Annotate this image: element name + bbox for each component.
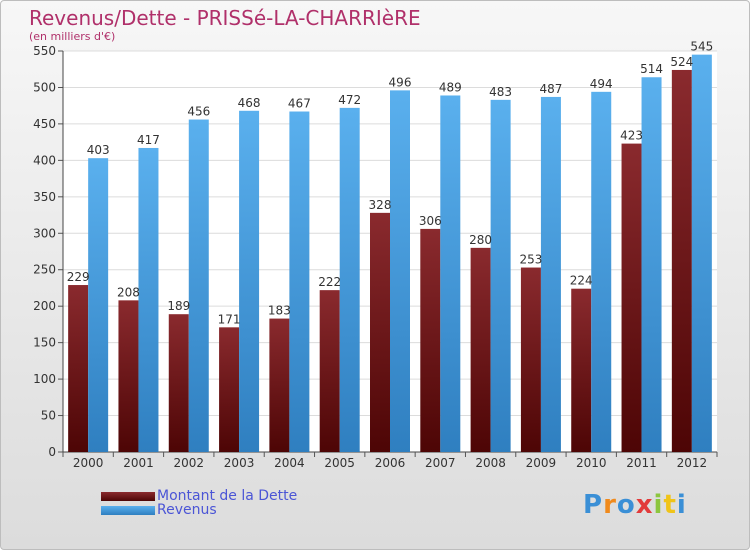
data-label-debt: 229 [67, 270, 90, 284]
bar-revenue [339, 107, 360, 453]
data-label-revenue: 545 [690, 40, 713, 54]
data-label-debt: 524 [670, 55, 693, 69]
bar-revenue [440, 95, 461, 452]
y-tick-label: 200 [33, 299, 56, 313]
x-tick-label: 2002 [173, 456, 204, 470]
bar-debt [671, 69, 692, 452]
bar-debt [68, 285, 89, 452]
x-tick-label: 2001 [123, 456, 154, 470]
logo-letter: r [603, 490, 617, 520]
x-tick-label: 2008 [475, 456, 506, 470]
y-tick-label: 550 [33, 44, 56, 58]
y-tick-label: 350 [33, 190, 56, 204]
x-tick-label: 2010 [576, 456, 607, 470]
y-tick-label: 400 [33, 153, 56, 167]
bar-debt [269, 318, 290, 452]
x-tick-label: 2007 [425, 456, 456, 470]
chart-title: Revenus/Dette - PRISSé-LA-CHARRIèRE [29, 6, 421, 30]
bar-debt [168, 314, 189, 452]
data-label-revenue: 494 [590, 77, 613, 91]
y-tick-label: 100 [33, 372, 56, 386]
logo-letter: i [653, 490, 664, 520]
data-label-revenue: 467 [288, 97, 311, 111]
data-label-revenue: 487 [539, 82, 562, 96]
y-tick-label: 450 [33, 117, 56, 131]
proxiti-logo: Proxiti [583, 490, 687, 520]
y-tick-label: 150 [33, 336, 56, 350]
x-tick-label: 2009 [526, 456, 557, 470]
data-label-revenue: 472 [338, 93, 361, 107]
bar-revenue [88, 158, 109, 452]
data-label-debt: 328 [369, 198, 392, 212]
bar-debt [571, 288, 592, 452]
data-label-revenue: 489 [439, 80, 462, 94]
data-label-revenue: 514 [640, 62, 663, 76]
data-label-debt: 280 [469, 233, 492, 247]
x-tick-label: 2011 [626, 456, 657, 470]
data-label-revenue: 403 [87, 143, 110, 157]
data-label-debt: 253 [519, 253, 542, 267]
bar-debt [118, 300, 139, 452]
bar-debt [520, 267, 541, 452]
y-tick-label: 300 [33, 226, 56, 240]
logo-letter: i [676, 490, 687, 520]
bar-revenue [239, 110, 260, 452]
x-tick-label: 2000 [73, 456, 104, 470]
x-tick-label: 2003 [224, 456, 255, 470]
chart-subtitle: (en milliers d'€) [29, 30, 116, 43]
bar-revenue [188, 119, 209, 452]
x-tick-label: 2012 [677, 456, 708, 470]
y-tick-label: 500 [33, 80, 56, 94]
data-label-revenue: 456 [187, 105, 210, 119]
data-label-debt: 183 [268, 304, 291, 318]
data-label-revenue: 417 [137, 133, 160, 147]
legend-label-debt: Montant de la Dette [157, 488, 298, 504]
bar-revenue [691, 54, 712, 453]
bar-revenue [289, 111, 310, 453]
data-label-debt: 224 [570, 274, 593, 288]
legend-swatch-debt [101, 491, 155, 501]
data-label-debt: 171 [218, 312, 241, 326]
data-label-debt: 189 [167, 299, 190, 313]
bar-revenue [490, 99, 511, 452]
legend-item-revenue: Revenus [101, 502, 217, 518]
data-label-debt: 306 [419, 214, 442, 228]
logo-letter: x [635, 490, 654, 520]
bar-revenue [540, 96, 561, 452]
data-label-debt: 423 [620, 129, 643, 143]
bar-debt [420, 228, 441, 452]
bar-revenue [138, 147, 159, 452]
logo-letter: t [663, 490, 677, 520]
legend-label-revenue: Revenus [157, 502, 217, 518]
data-label-revenue: 483 [489, 85, 512, 99]
bar-debt [621, 143, 642, 452]
bar-debt [370, 212, 390, 452]
bar-revenue [641, 77, 662, 452]
bar-revenue [390, 90, 410, 452]
bar-debt [470, 247, 491, 452]
y-tick-label: 50 [41, 409, 56, 423]
data-label-revenue: 496 [389, 75, 412, 89]
bar-revenue [591, 91, 612, 452]
data-label-debt: 222 [318, 275, 341, 289]
legend-item-debt: Montant de la Dette [101, 488, 297, 504]
data-label-revenue: 468 [238, 96, 261, 110]
data-label-debt: 208 [117, 285, 140, 299]
bar-debt [319, 290, 340, 452]
logo-letter: o [616, 490, 636, 520]
x-tick-label: 2006 [375, 456, 406, 470]
bar-debt [219, 327, 240, 452]
legend-swatch-revenue [101, 505, 155, 515]
x-tick-label: 2004 [274, 456, 305, 470]
x-tick-label: 2005 [324, 456, 355, 470]
y-tick-label: 250 [33, 263, 56, 277]
logo-letter: P [583, 490, 604, 520]
y-tick-label: 0 [48, 445, 56, 459]
